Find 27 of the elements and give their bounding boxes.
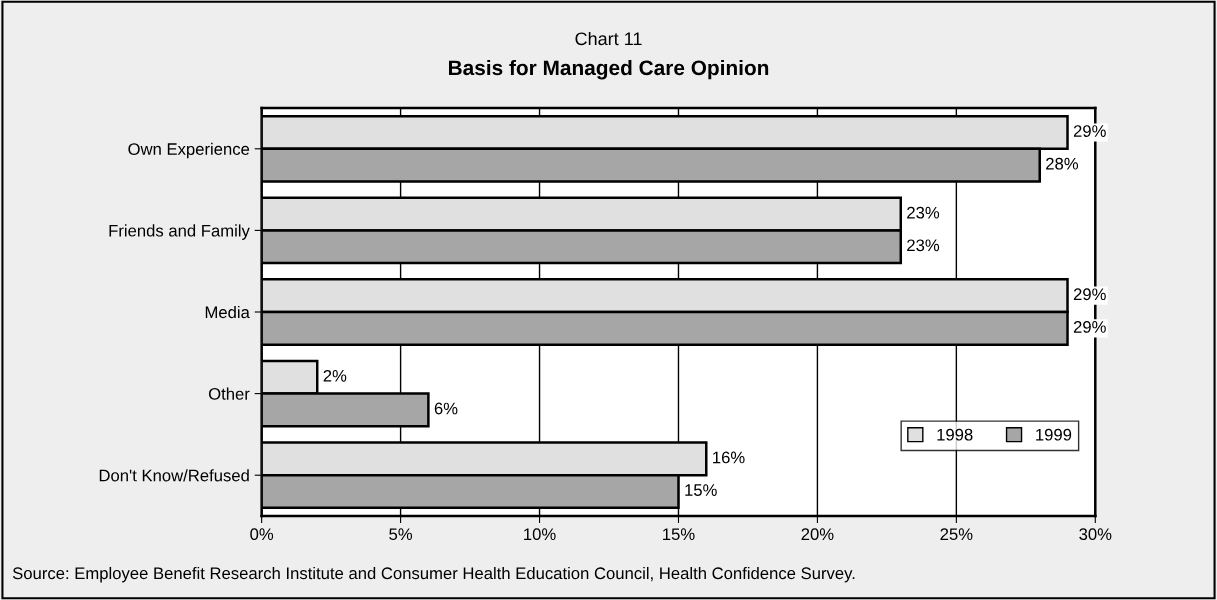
x-tick-label: 15% <box>663 528 695 541</box>
chart-title: Basis for Managed Care Opinion <box>448 59 769 80</box>
chart-subtitle: Chart 11 <box>575 31 642 46</box>
data-label: 23% <box>907 239 940 252</box>
data-label: 16% <box>713 451 745 464</box>
data-label: 6% <box>434 402 458 415</box>
y-tick-label: Media <box>205 305 250 319</box>
data-label: 2% <box>323 369 347 382</box>
y-tick-label: Don't Know/Refused <box>99 469 249 482</box>
y-tick-label: Friends and Family <box>109 224 250 240</box>
data-label: 29% <box>1073 125 1106 137</box>
x-tick-label: 20% <box>801 528 834 541</box>
x-tick-label: 0% <box>250 528 274 541</box>
data-label: 29% <box>1073 320 1106 333</box>
data-label: 15% <box>685 484 717 496</box>
legend-label: 1999 <box>1036 428 1072 441</box>
x-tick-label: 25% <box>940 528 973 541</box>
x-tick-label: 10% <box>524 528 556 541</box>
y-tick-label: Other <box>208 387 250 400</box>
x-tick-label: 5% <box>389 528 413 541</box>
data-label: 29% <box>1073 288 1106 301</box>
x-tick-label: 30% <box>1079 528 1112 541</box>
source-note: Source: Employee Benefit Research Institute and Consumer Health Education Council, Health Confidence Survey. <box>12 566 855 583</box>
data-label: 28% <box>1046 157 1079 170</box>
legend-label: 1998 <box>937 428 973 441</box>
y-tick-label: Own Experience <box>128 142 250 159</box>
data-label: 23% <box>907 206 940 219</box>
